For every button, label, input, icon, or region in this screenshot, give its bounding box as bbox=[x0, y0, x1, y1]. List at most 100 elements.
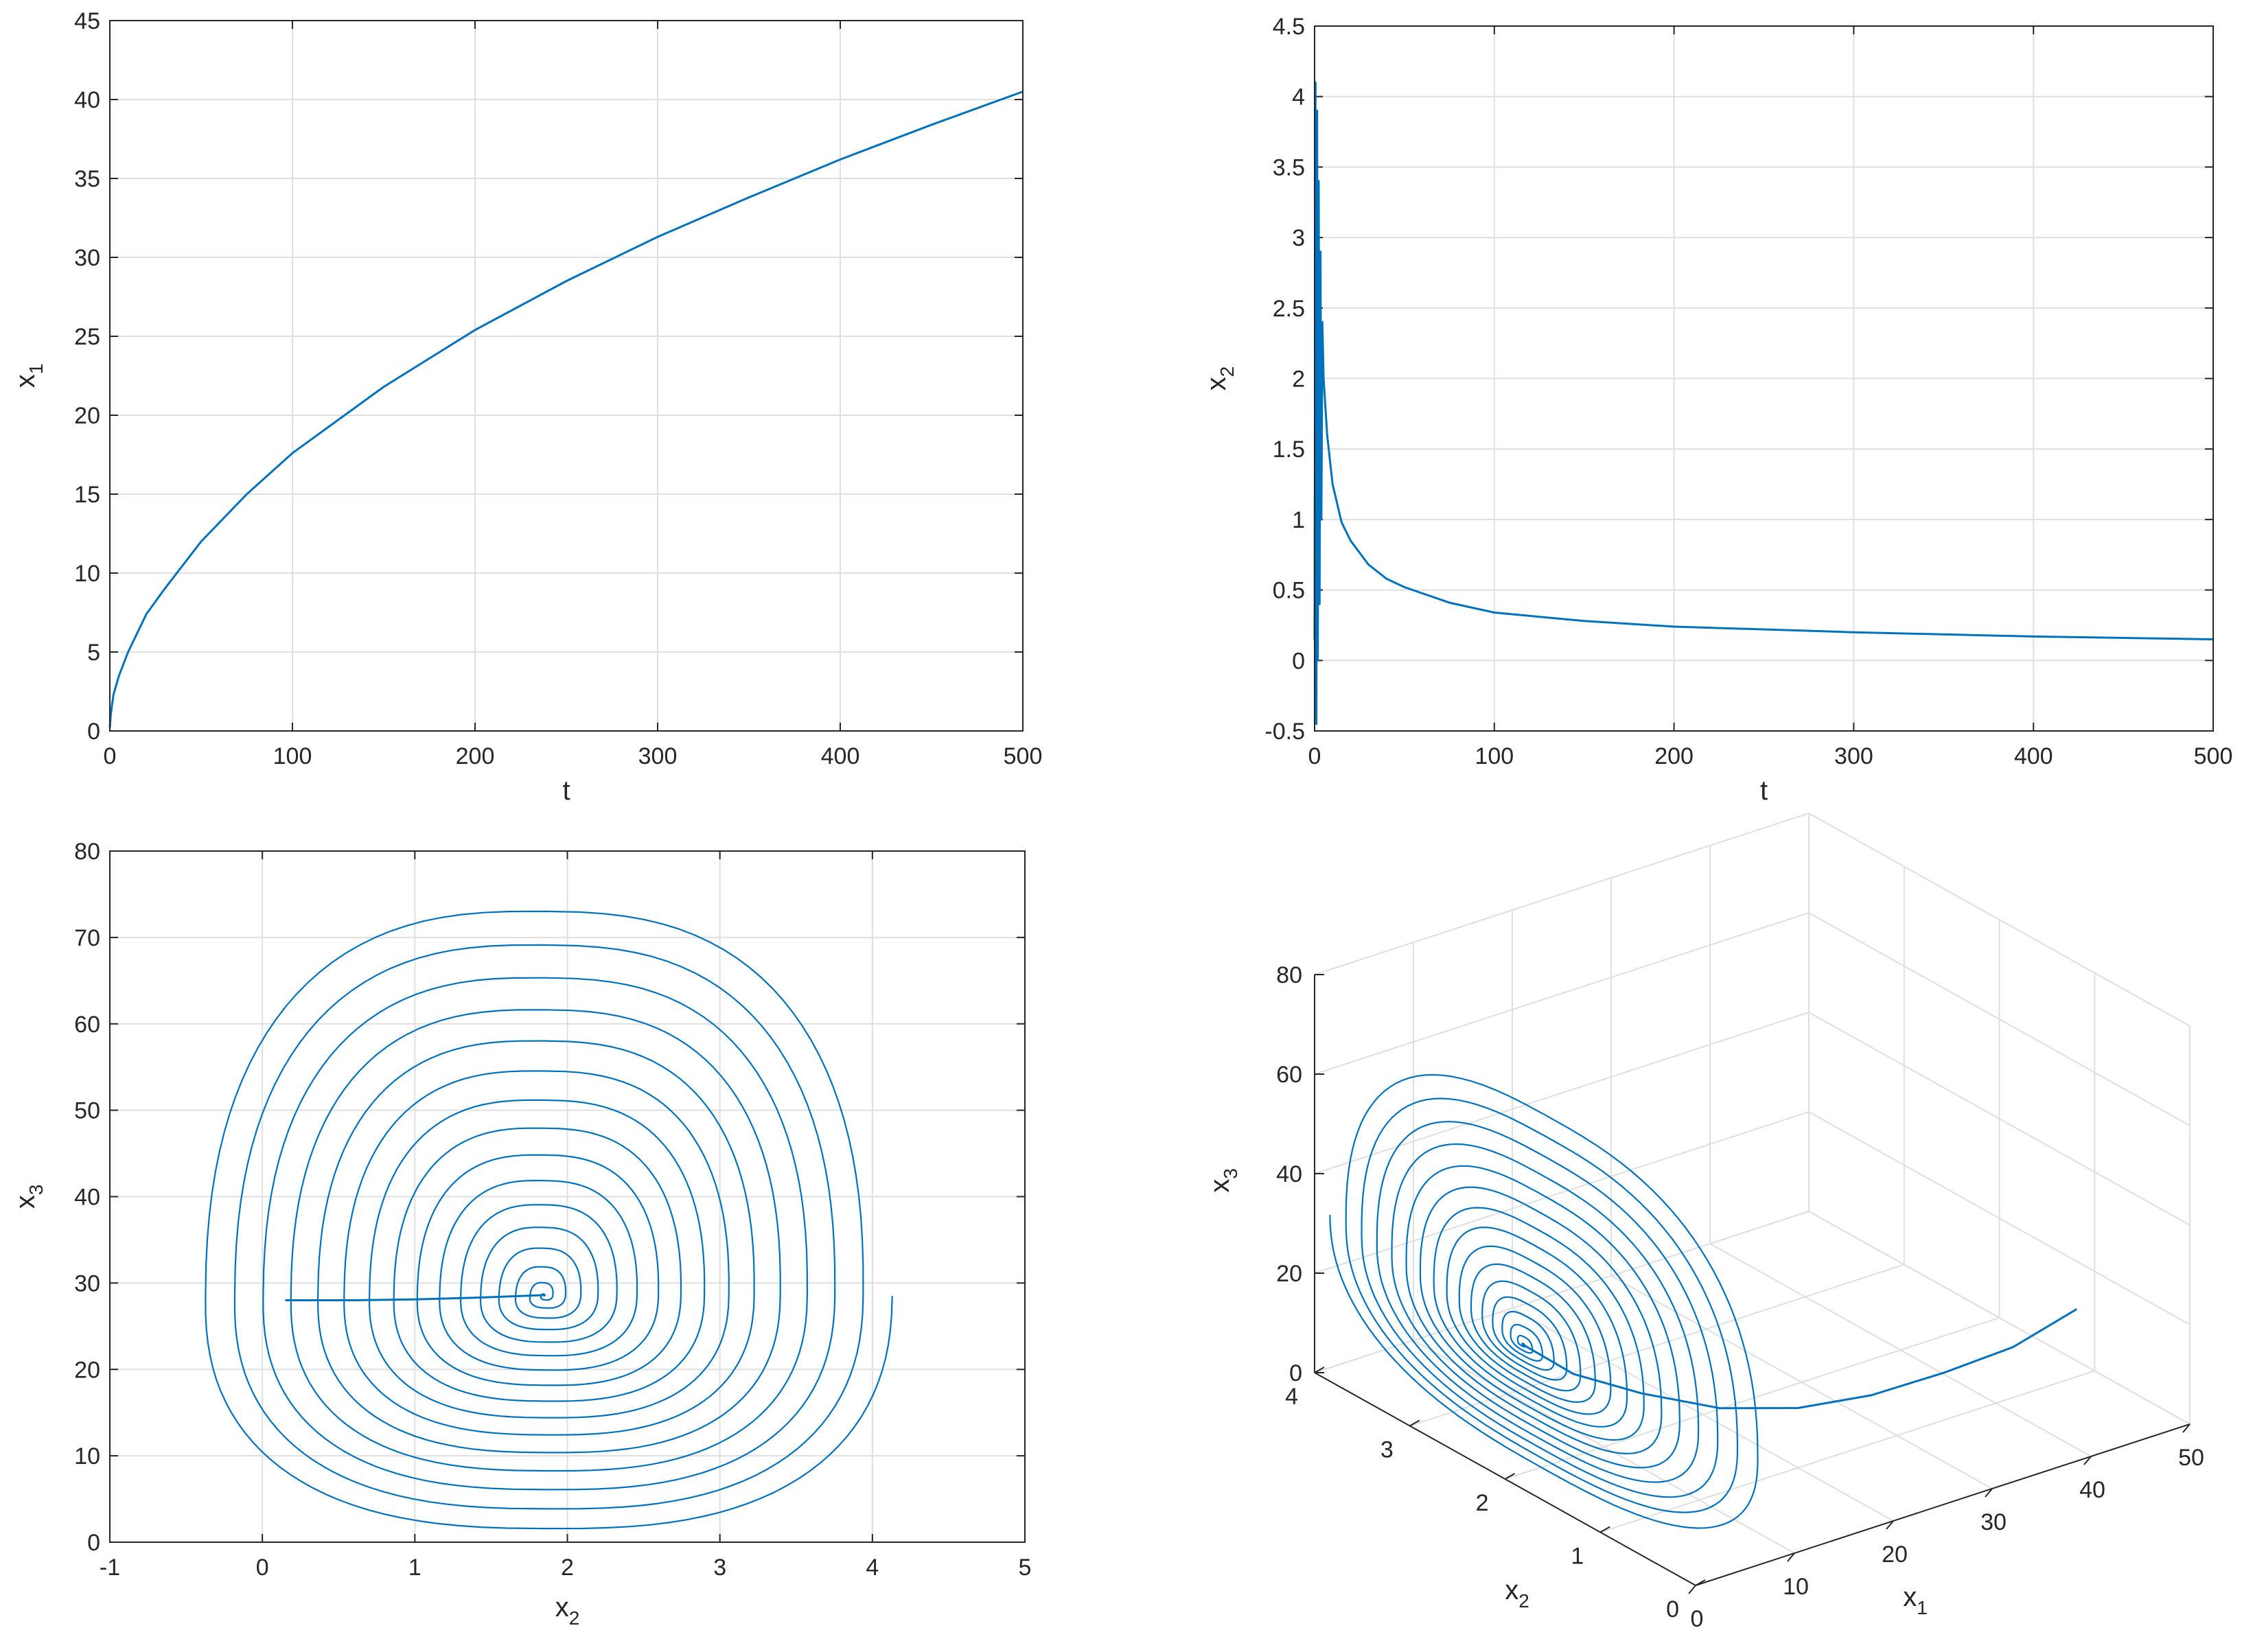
x2-tick-label-0: 0 bbox=[1666, 1596, 1679, 1622]
y-tick-label-7: 3 bbox=[1292, 225, 1305, 251]
x1-tick-label-4: 40 bbox=[2079, 1477, 2105, 1503]
series-line-0 bbox=[285, 1294, 545, 1301]
x-tick-label-1: 100 bbox=[1475, 743, 1514, 769]
y-axis-label: x1 bbox=[10, 364, 47, 388]
x-tick-label-4: 400 bbox=[2014, 743, 2053, 769]
x3-tick-label-2: 40 bbox=[1276, 1161, 1302, 1187]
side-grid-z-1 bbox=[1808, 1111, 2191, 1325]
x-tick-label-5: 4 bbox=[866, 1555, 879, 1581]
x-tick-label-4: 3 bbox=[713, 1555, 726, 1581]
x-tick-label-2: 200 bbox=[456, 743, 495, 769]
y-tick-label-5: 50 bbox=[74, 1098, 100, 1124]
y-tick-label-6: 60 bbox=[74, 1012, 100, 1038]
y-axis-label-text: x1 bbox=[10, 364, 47, 388]
x2-axis-label: x2 bbox=[1505, 1575, 1529, 1612]
x-tick-label-2: 200 bbox=[1654, 743, 1694, 769]
x2-tick-label-3: 3 bbox=[1380, 1437, 1394, 1463]
y-tick-label-4: 40 bbox=[74, 1185, 100, 1211]
x1-tick-1 bbox=[1787, 1552, 1795, 1562]
x-tick-label-3: 300 bbox=[1834, 743, 1873, 769]
x-tick-label-1: 100 bbox=[273, 743, 312, 769]
x2-tick-2 bbox=[1505, 1473, 1515, 1480]
x-tick-label-4: 400 bbox=[821, 743, 860, 769]
x3-axis-label-text: x3 bbox=[1205, 1168, 1241, 1193]
x1-tick-label-2: 20 bbox=[1882, 1542, 1908, 1568]
x1-tick-0 bbox=[1688, 1585, 1696, 1594]
y-axis-label-text: x3 bbox=[10, 1185, 47, 1209]
y-tick-label-1: 5 bbox=[87, 640, 100, 666]
x1-tick-3 bbox=[1985, 1488, 1993, 1498]
x-tick-label-3: 300 bbox=[638, 743, 678, 769]
side-grid-z-2 bbox=[1808, 1012, 2191, 1226]
x2-tick-label-4: 4 bbox=[1285, 1384, 1298, 1410]
x1-tick-5 bbox=[2182, 1423, 2191, 1433]
y-tick-label-4: 20 bbox=[74, 403, 100, 429]
y-tick-label-7: 35 bbox=[74, 166, 100, 192]
x-tick-label-0: -1 bbox=[100, 1555, 120, 1581]
x-tick-label-5: 500 bbox=[2194, 743, 2233, 769]
back-grid-z-1 bbox=[1314, 1111, 1810, 1274]
x1-axis-label: x1 bbox=[1903, 1582, 1928, 1618]
y-tick-label-1: 10 bbox=[74, 1443, 100, 1469]
y-tick-label-9: 4 bbox=[1292, 84, 1305, 110]
x2-tick-4 bbox=[1314, 1366, 1325, 1373]
x3-tick-label-0: 0 bbox=[1289, 1360, 1302, 1386]
y-tick-label-0: -0.5 bbox=[1264, 719, 1305, 745]
y-tick-label-1: 0 bbox=[1292, 648, 1305, 674]
axes-box bbox=[109, 20, 1024, 732]
x-tick-label-0: 0 bbox=[1308, 743, 1321, 769]
x-tick-label-6: 5 bbox=[1019, 1555, 1032, 1581]
x-axis-label: t bbox=[1760, 776, 1768, 806]
series-line-0 bbox=[108, 91, 1024, 728]
x2-tick-label-2: 2 bbox=[1476, 1490, 1489, 1516]
x2-tick-3 bbox=[1409, 1419, 1420, 1427]
y-axis-label: x2 bbox=[1201, 367, 1238, 391]
x1-tick-label-0: 0 bbox=[1691, 1606, 1704, 1632]
x-tick-label-0: 0 bbox=[104, 743, 117, 769]
y-tick-label-8: 80 bbox=[74, 839, 100, 865]
x1-axis-label-text: x1 bbox=[1903, 1582, 1928, 1618]
y-tick-label-2: 10 bbox=[74, 561, 100, 587]
x3-tick-label-3: 60 bbox=[1276, 1062, 1302, 1088]
x2-tick-1 bbox=[1599, 1526, 1610, 1533]
back-grid-z-2 bbox=[1314, 1012, 1810, 1174]
x-tick-label-5: 500 bbox=[1004, 743, 1043, 769]
x-axis-label: x2 bbox=[555, 1592, 580, 1629]
series-line-0 bbox=[1313, 81, 2214, 725]
back-grid-z-0 bbox=[1314, 1211, 1810, 1373]
x1-tick-label-5: 50 bbox=[2178, 1445, 2204, 1471]
x-tick-label-3: 2 bbox=[561, 1555, 574, 1581]
axes-box bbox=[109, 850, 1026, 1543]
plot-x1-vs-t: 0 100 200 300 400 500 0 5 10 15 20 25 30 35 40 45 t x1 bbox=[10, 8, 1042, 806]
spiral-trajectory bbox=[205, 910, 893, 1530]
y-tick-label-9: 45 bbox=[74, 8, 100, 34]
floor-grid-x2-1 bbox=[1599, 1370, 2095, 1533]
floor-grid-x2-2 bbox=[1505, 1317, 2000, 1480]
y-tick-label-10: 4.5 bbox=[1273, 14, 1305, 40]
y-tick-label-8: 40 bbox=[74, 87, 100, 113]
axes-box bbox=[1314, 25, 2214, 732]
y-tick-label-7: 70 bbox=[74, 925, 100, 951]
floor-grid-x2-3 bbox=[1409, 1264, 1905, 1427]
series-line-3d bbox=[1521, 1308, 2077, 1410]
x2-tick-0 bbox=[1695, 1579, 1706, 1586]
back-grid-z-3 bbox=[1314, 912, 1810, 1075]
back-grid-z-4 bbox=[1314, 813, 1810, 975]
y-tick-label-3: 1 bbox=[1292, 507, 1305, 533]
x2-tick-label-1: 1 bbox=[1571, 1544, 1584, 1570]
y-axis-label: x3 bbox=[10, 1185, 47, 1209]
y-tick-label-6: 30 bbox=[74, 245, 100, 271]
x1-tick-label-1: 10 bbox=[1783, 1574, 1809, 1600]
x-axis-label: t bbox=[562, 776, 570, 806]
spiral-trajectory-3d bbox=[1329, 1073, 1759, 1529]
x1-tick-2 bbox=[1886, 1520, 1894, 1530]
x1-tick-4 bbox=[2083, 1456, 2092, 1465]
y-tick-label-2: 0.5 bbox=[1273, 578, 1305, 604]
plot-x2-vs-t: 0 100 200 300 400 500-0.500.511.522.533.544.5… bbox=[1201, 14, 2232, 806]
x-axis-label-text: x2 bbox=[555, 1592, 580, 1629]
y-tick-label-3: 15 bbox=[74, 482, 100, 508]
x1-tick-label-3: 30 bbox=[1980, 1509, 2007, 1535]
y-tick-label-4: 1.5 bbox=[1273, 437, 1305, 463]
